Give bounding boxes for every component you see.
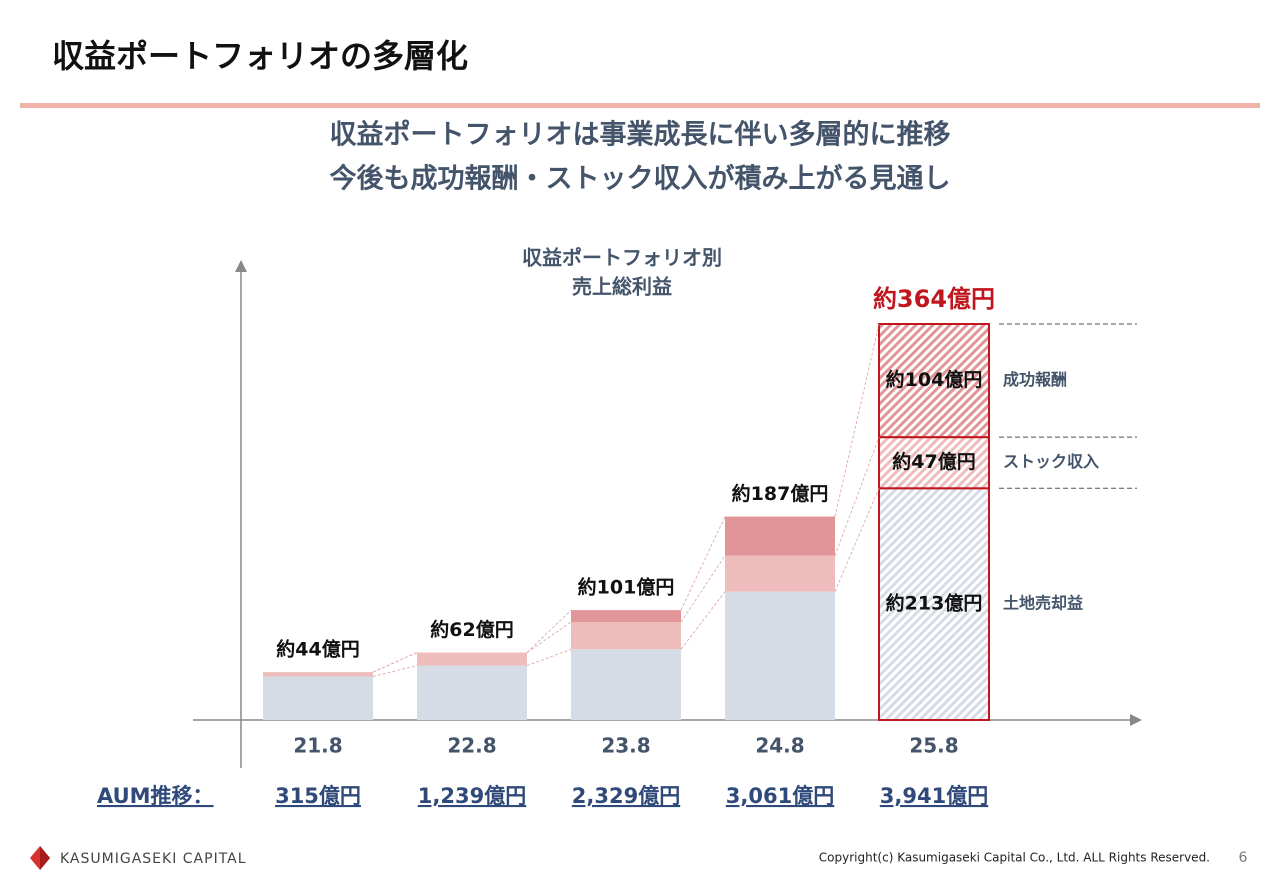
x-tick-label: 22.8 (447, 734, 496, 758)
chart-title: 売上総利益 (572, 275, 672, 299)
bar-segment (571, 649, 681, 720)
connector (526, 621, 572, 653)
connector (372, 665, 418, 677)
connector (680, 516, 726, 611)
bar-segment (571, 610, 681, 623)
legend-label: 成功報酬 (1003, 370, 1067, 389)
copyright: Copyright(c) Kasumigaseki Capital Co., L… (819, 851, 1210, 865)
aum-value: 3,061億円 (726, 784, 834, 808)
aum-label: AUM推移： (97, 784, 214, 808)
page-number: 6 (1239, 850, 1248, 866)
slide-title: 収益ポートフォリオの多層化 (52, 37, 468, 75)
bar-segment (878, 487, 990, 721)
subtitle: 収益ポートフォリオは事業成長に伴い多層的に推移 (330, 119, 951, 151)
connector (834, 488, 880, 592)
aum-value: 2,329億円 (572, 784, 680, 808)
bar-segment (725, 555, 835, 592)
connector (834, 437, 880, 556)
connector (526, 609, 572, 653)
connector (526, 648, 572, 666)
total-label: 約62億円 (430, 618, 513, 641)
logo-text: KASUMIGASEKI CAPITAL (60, 851, 247, 867)
chart-title: 収益ポートフォリオ別 (522, 246, 722, 270)
total-label: 約187億円 (732, 482, 829, 505)
axis-arrow (1130, 714, 1142, 726)
x-tick-label: 23.8 (601, 734, 650, 758)
bar-segment (417, 665, 527, 720)
title-rule (20, 103, 1260, 108)
total-label: 約44億円 (276, 638, 359, 661)
bar-segment (878, 323, 990, 439)
bar-segment (263, 672, 373, 677)
segment-label: 約213億円 (886, 592, 983, 615)
bar-segment (417, 652, 527, 666)
bar-segment (571, 622, 681, 650)
x-tick-label: 25.8 (909, 734, 958, 758)
connector (372, 652, 418, 673)
segment-label: 約47億円 (892, 450, 975, 473)
aum-value: 3,941億円 (880, 784, 988, 808)
bar-segment (263, 676, 373, 720)
legend-label: ストック収入 (1003, 452, 1099, 471)
axis-arrow (235, 260, 247, 272)
subtitle: 今後も成功報酬・ストック収入が積み上がる見通し (330, 163, 951, 195)
logo-mark (40, 846, 50, 870)
connector (680, 591, 726, 650)
connector (834, 323, 880, 517)
total-label: 約364億円 (873, 285, 995, 313)
x-tick-label: 21.8 (293, 734, 342, 758)
connector (680, 555, 726, 623)
bar-segment (725, 591, 835, 720)
aum-value: 1,239億円 (418, 784, 526, 808)
segment-label: 約104億円 (886, 368, 983, 391)
bar-segment (725, 516, 835, 556)
aum-value: 315億円 (275, 784, 361, 808)
legend-label: 土地売却益 (1003, 594, 1083, 613)
total-label: 約101億円 (578, 576, 675, 599)
x-tick-label: 24.8 (755, 734, 804, 758)
